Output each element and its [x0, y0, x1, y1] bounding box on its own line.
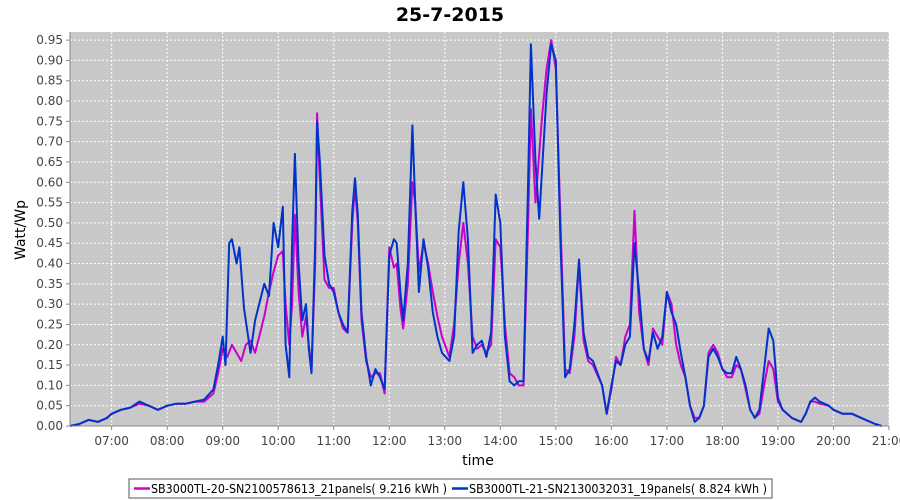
- y-tick-label: 0.95: [36, 33, 63, 47]
- y-tick-label: 0.75: [36, 114, 63, 128]
- y-tick-label: 0.65: [36, 155, 63, 169]
- y-tick-label: 0.20: [36, 338, 63, 352]
- y-axis-label: Watt/Wp: [13, 200, 29, 260]
- y-tick-label: 0.80: [36, 94, 63, 108]
- y-tick-label: 0.70: [36, 135, 63, 149]
- x-tick-label: 13:00: [427, 434, 462, 448]
- x-tick-label: 11:00: [316, 434, 351, 448]
- y-tick-label: 0.50: [36, 216, 63, 230]
- chart-title: 25-7-2015: [396, 4, 504, 26]
- y-tick-label: 0.30: [36, 297, 63, 311]
- y-tick-label: 0.45: [36, 236, 63, 250]
- x-tick-label: 21:00: [872, 434, 900, 448]
- x-tick-label: 07:00: [94, 434, 129, 448]
- y-tick-label: 0.55: [36, 196, 63, 210]
- y-tick-label: 0.85: [36, 74, 63, 88]
- series-lines: [69, 39, 882, 427]
- legend-label-series-1: SB3000TL-20-SN2100578613_21panels( 9.216…: [151, 482, 447, 496]
- x-tick-label: 10:00: [261, 434, 296, 448]
- x-tick-label: 19:00: [761, 434, 796, 448]
- plot-area: [70, 32, 889, 426]
- x-tick-label: 20:00: [816, 434, 851, 448]
- legend-label-series-2: SB3000TL-21-SN2130032031_19panels( 8.824…: [469, 482, 767, 496]
- x-tick-label: 12:00: [372, 434, 407, 448]
- y-tick-label: 0.40: [36, 257, 63, 271]
- y-tick-label: 0.90: [36, 53, 63, 67]
- x-tick-label: 14:00: [483, 434, 518, 448]
- y-tick-label: 0.25: [36, 317, 63, 331]
- y-tick-label: 0.35: [36, 277, 63, 291]
- x-tick-label: 16:00: [594, 434, 629, 448]
- x-tick-label: 08:00: [150, 434, 185, 448]
- x-tick-label: 18:00: [705, 434, 740, 448]
- x-tick-label: 09:00: [205, 434, 240, 448]
- x-tick-label: 15:00: [539, 434, 574, 448]
- x-axis-label: time: [462, 453, 494, 469]
- x-axis-ticks: 07:00 08:00 09:00 10:00 11:00 12:00 13:00 14:00…: [94, 426, 900, 448]
- x-tick-label: 17:00: [650, 434, 685, 448]
- legend: SB3000TL-20-SN2100578613_21panels( 9.216…: [128, 478, 773, 499]
- y-tick-label: 0.00: [36, 419, 63, 433]
- series-line-2: [69, 43, 882, 427]
- y-tick-label: 0.60: [36, 175, 63, 189]
- y-tick-label: 0.15: [36, 358, 63, 372]
- y-tick-label: 0.10: [36, 378, 63, 392]
- legend-box: [128, 478, 773, 499]
- y-tick-label: 0.05: [36, 399, 63, 413]
- y-axis-ticks: 0.00 0.05 0.10 0.15 0.20 0.25 0.30 0.35 0.40 0.45…: [36, 33, 70, 433]
- grid-lines: [70, 32, 890, 427]
